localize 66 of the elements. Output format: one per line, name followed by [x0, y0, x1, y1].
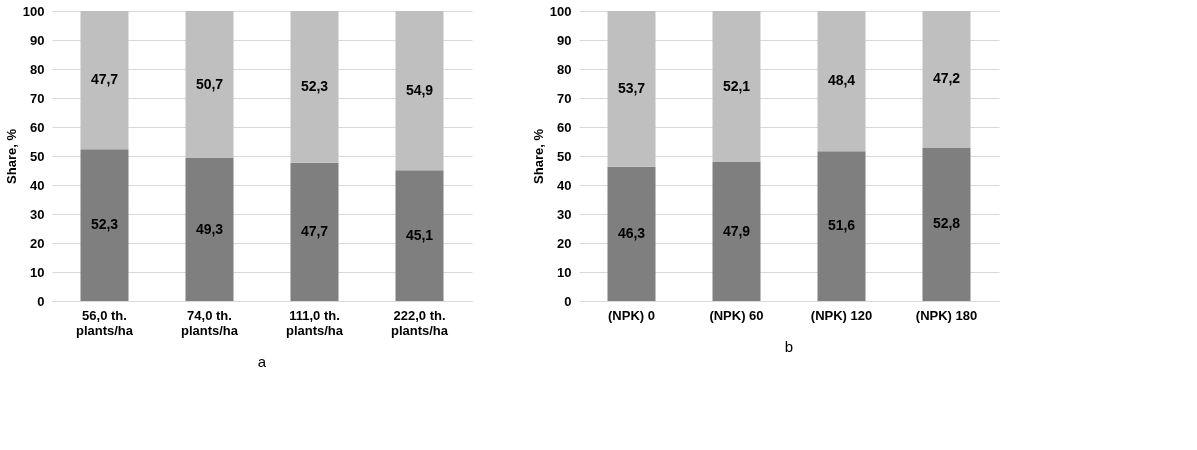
bar — [922, 147, 971, 301]
bar — [712, 162, 761, 301]
data-label: 51,6 — [827, 217, 856, 234]
y-tick-label: 10 — [30, 264, 45, 280]
bar — [607, 11, 656, 167]
y-tick-label: 60 — [30, 119, 45, 135]
data-label: 47,9 — [722, 222, 751, 239]
x-tick-label: (NPK) 180 — [915, 307, 978, 323]
y-tick-label: 0 — [564, 293, 572, 309]
data-label: 49,3 — [195, 220, 224, 237]
bar — [80, 149, 129, 301]
data-label: 54,9 — [405, 81, 434, 98]
y-tick-label: 90 — [30, 32, 45, 48]
x-tick-label: 56,0 th. plants/ha — [75, 307, 134, 338]
bar — [290, 162, 339, 301]
data-label: 45,1 — [405, 226, 434, 243]
x-tick-label: 74,0 th. plants/ha — [180, 307, 239, 338]
bar — [80, 11, 129, 150]
text: a — [257, 353, 267, 370]
y-axis-title: Share, % — [530, 128, 546, 184]
y-tick-label: 50 — [557, 148, 572, 164]
bar — [290, 11, 339, 163]
bar — [395, 170, 444, 301]
bar — [395, 11, 444, 171]
y-tick-label: 100 — [549, 3, 572, 19]
bar — [922, 11, 971, 148]
y-tick-label: 0 — [37, 293, 45, 309]
y-tick-label: 50 — [30, 148, 45, 164]
x-tick-label: (NPK) 0 — [608, 307, 655, 323]
y-tick-label: 20 — [30, 235, 45, 251]
data-label: 52,3 — [300, 77, 329, 94]
data-label: 47,2 — [932, 70, 961, 87]
data-label: 46,3 — [617, 224, 646, 241]
y-tick-label: 40 — [557, 177, 572, 193]
y-tick-label: 90 — [557, 32, 572, 48]
y-tick-label: 70 — [557, 90, 572, 106]
data-label: 53,7 — [617, 79, 646, 96]
bar — [185, 158, 234, 301]
x-tick-label: (NPK) 60 — [709, 307, 764, 323]
data-label: 50,7 — [195, 75, 224, 92]
y-tick-label: 40 — [30, 177, 45, 193]
data-label: 47,7 — [90, 71, 119, 88]
x-tick-label: 222,0 th. plants/ha — [390, 307, 449, 338]
y-tick-label: 30 — [30, 206, 45, 222]
bar — [607, 166, 656, 301]
y-tick-label: 80 — [30, 61, 45, 77]
data-label: 52,8 — [932, 215, 961, 232]
data-label: 48,4 — [827, 72, 856, 89]
data-label: 47,7 — [300, 222, 329, 239]
y-tick-label: 60 — [557, 119, 572, 135]
text: b — [784, 338, 794, 355]
y-tick-label: 30 — [557, 206, 572, 222]
y-axis-title: Share, % — [3, 128, 19, 184]
bar — [185, 11, 234, 159]
y-tick-label: 20 — [557, 235, 572, 251]
y-tick-label: 10 — [557, 264, 572, 280]
y-tick-label: 100 — [22, 3, 45, 19]
y-tick-label: 70 — [30, 90, 45, 106]
bar — [817, 11, 866, 152]
bar — [817, 151, 866, 301]
y-tick-label: 80 — [557, 61, 572, 77]
bar — [712, 11, 761, 163]
data-label: 52,1 — [722, 77, 751, 94]
x-tick-label: 111,0 th. plants/ha — [285, 307, 344, 338]
data-label: 52,3 — [90, 216, 119, 233]
x-tick-label: (NPK) 120 — [810, 307, 873, 323]
